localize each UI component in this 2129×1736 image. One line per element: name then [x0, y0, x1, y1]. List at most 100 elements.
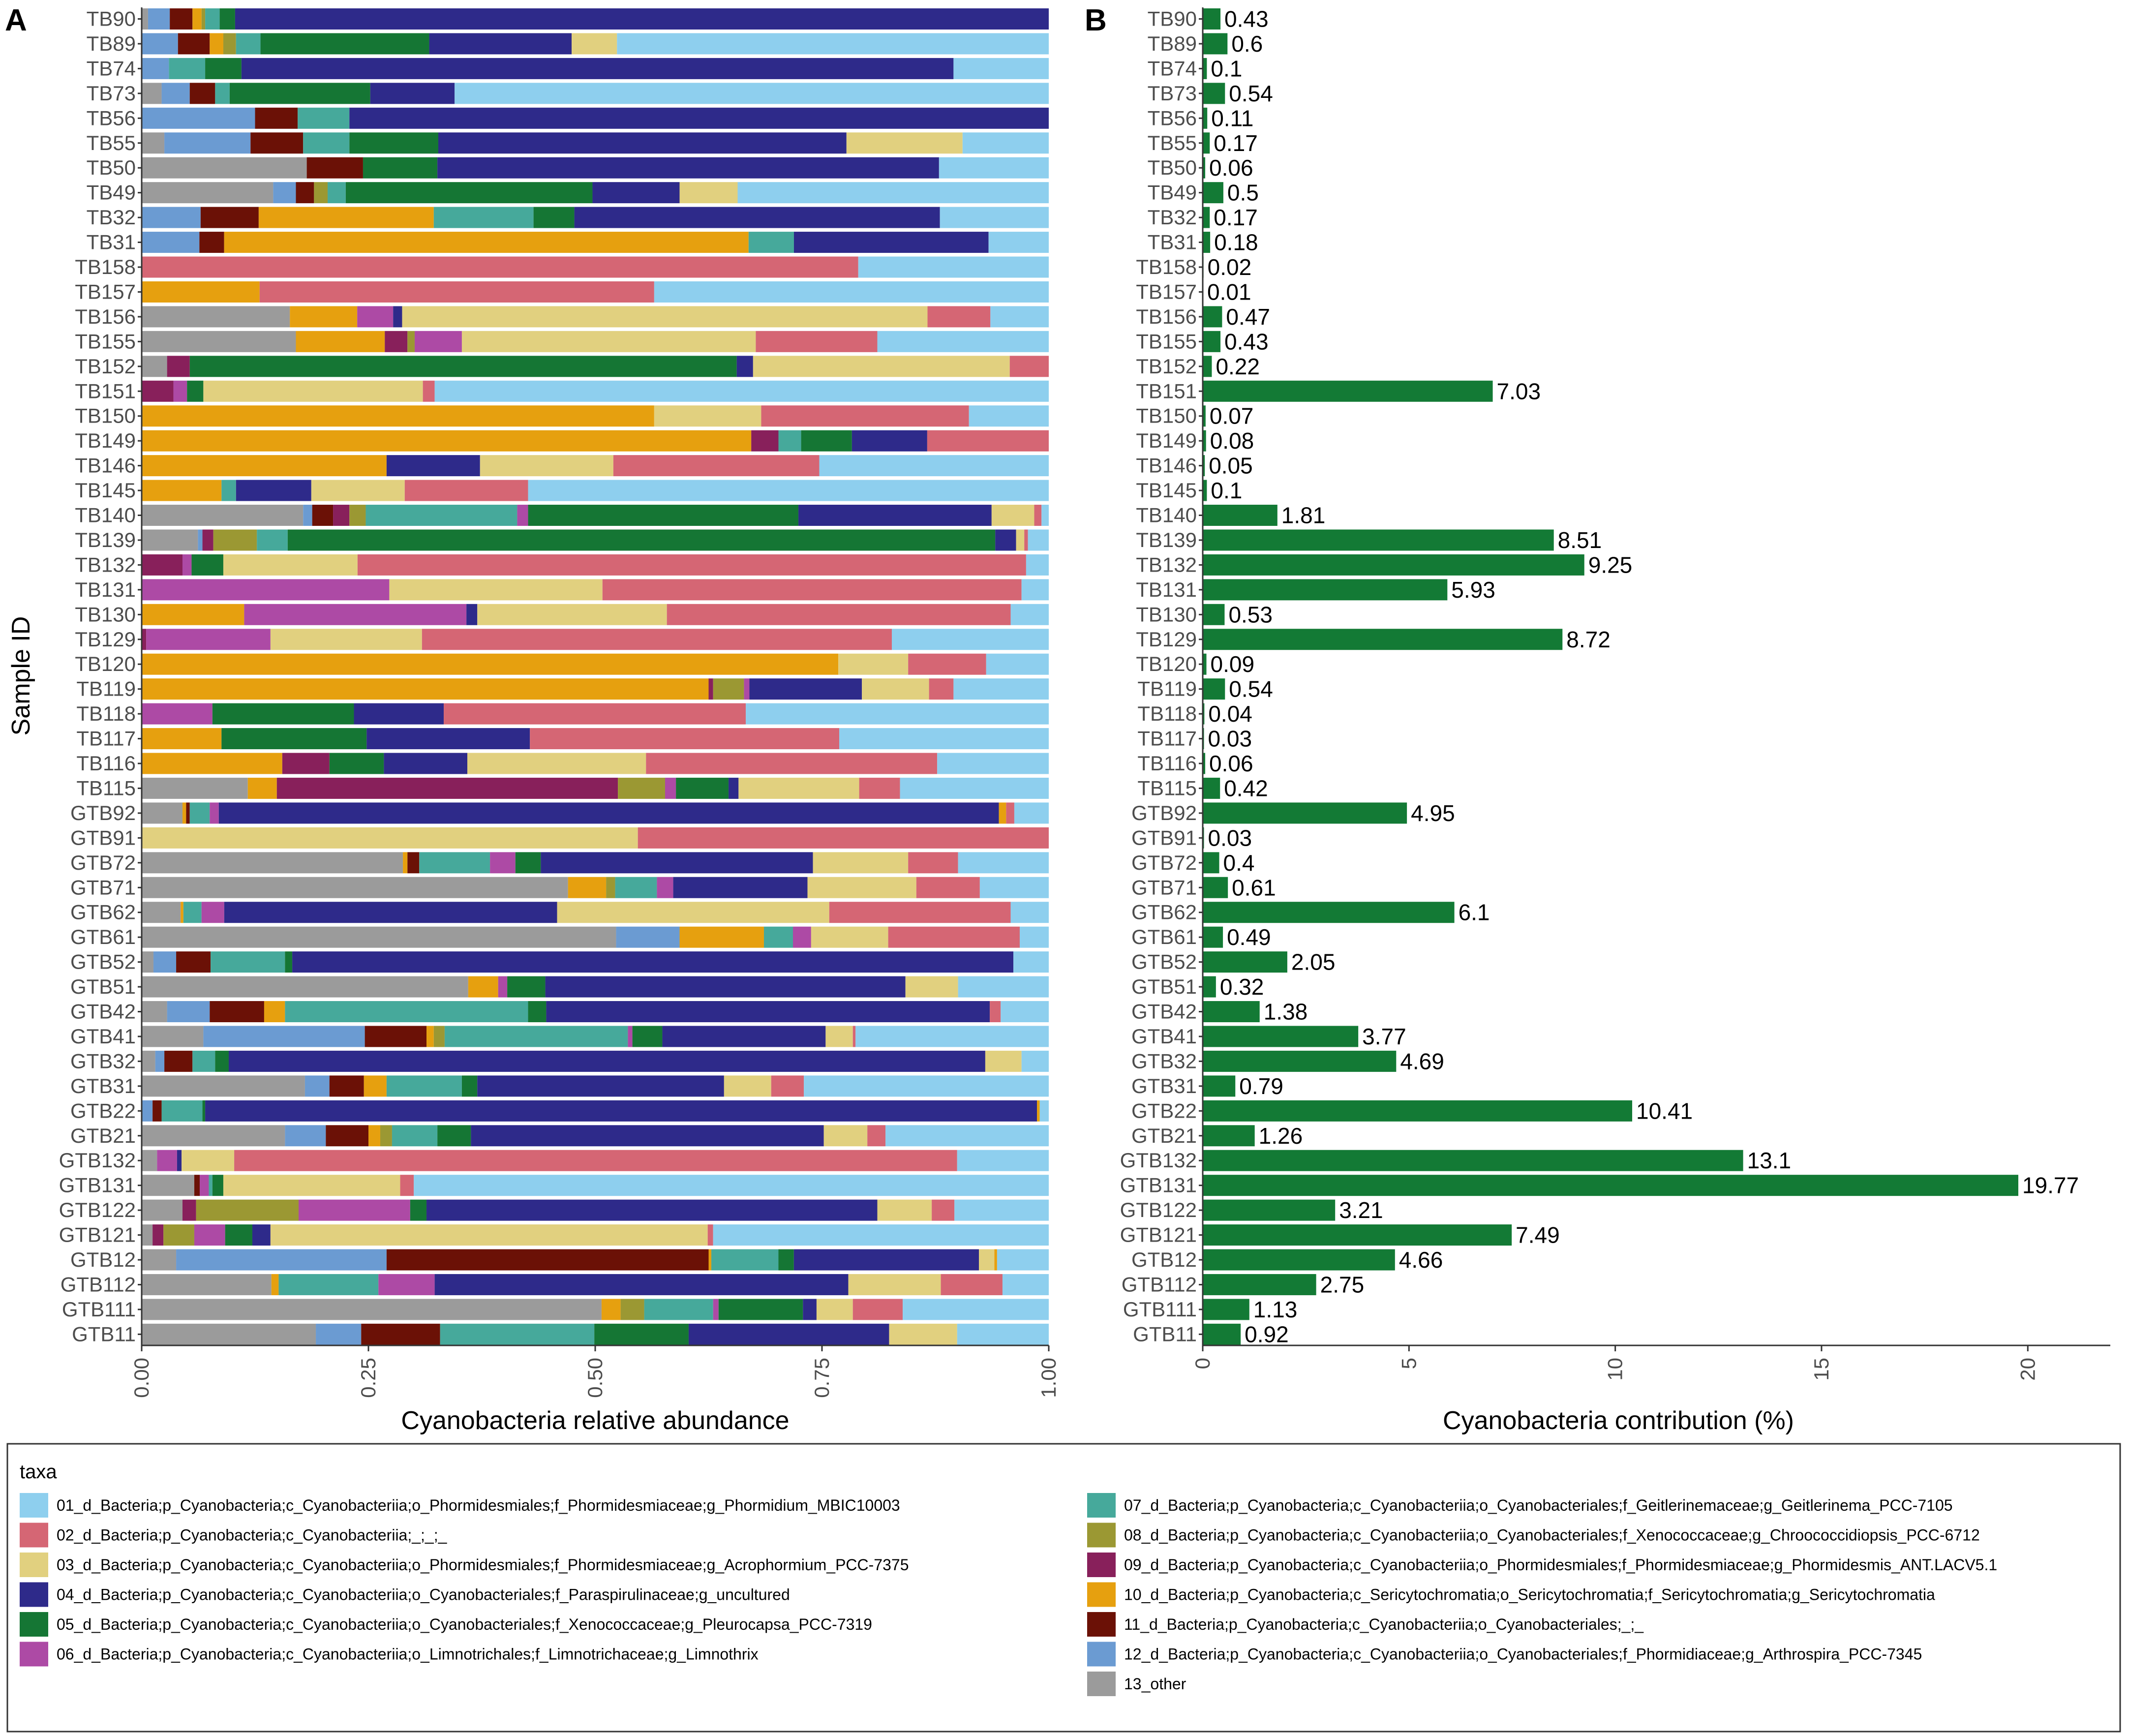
contribution-bar-TB74	[1203, 58, 1207, 79]
stacked-segment-TB139-09-2	[202, 529, 213, 551]
stacked-segment-GTB131-03-5	[223, 1175, 400, 1196]
stacked-segment-TB56-04-3	[349, 107, 1049, 129]
stacked-segment-TB149-07-2	[778, 430, 801, 452]
stacked-segment-GTB122-01-8	[954, 1199, 1049, 1221]
stacked-segment-GTB111-07-3	[644, 1299, 713, 1320]
contribution-bar-GTB11	[1203, 1323, 1241, 1345]
contribution-bar-TB151	[1203, 380, 1493, 402]
panel-b-y-tick-label: TB120	[1136, 652, 1197, 675]
value-label-TB156: 0.47	[1226, 304, 1270, 330]
legend-box	[6, 1443, 2121, 1733]
panel-b-y-tick-label: TB151	[1136, 379, 1197, 402]
stacked-segment-GTB61-12-1	[616, 926, 680, 948]
stacked-segment-GTB61-01-7	[1019, 926, 1049, 948]
stacked-segment-TB146-04-1	[386, 455, 480, 477]
stacked-segment-GTB61-07-3	[763, 926, 793, 948]
stacked-segment-TB151-02-4	[423, 380, 435, 402]
panel-a-y-tick-label: GTB22	[70, 1099, 136, 1122]
stacked-segment-TB90-10-3	[192, 8, 202, 30]
stacked-segment-TB156-13-0	[142, 306, 290, 328]
stacked-segment-GTB111-02-8	[852, 1299, 903, 1320]
panel-b-y-tick-label: TB156	[1136, 305, 1197, 328]
stacked-segment-TB49-11-2	[296, 182, 314, 204]
stacked-segment-GTB32-11-2	[164, 1050, 193, 1072]
panel-b-y-tick-label: TB119	[1137, 677, 1197, 700]
stacked-segment-GTB21-08-4	[380, 1125, 392, 1147]
stacked-segment-GTB22-04-4	[205, 1100, 1037, 1122]
value-label-TB31: 0.18	[1214, 230, 1258, 255]
contribution-bar-GTB41	[1203, 1026, 1359, 1047]
stacked-segment-GTB21-03-8	[823, 1125, 868, 1147]
stacked-segment-GTB32-03-6	[985, 1050, 1022, 1072]
stacked-segment-GTB92-06-4	[210, 802, 219, 824]
contribution-bar-GTB92	[1203, 802, 1407, 824]
panel-b-y-tick-label: GTB62	[1131, 901, 1197, 924]
stacked-segment-TB145-10-0	[142, 480, 222, 501]
stacked-segment-GTB122-09-1	[182, 1199, 196, 1221]
legend-swatch-10	[1087, 1582, 1116, 1607]
panel-b-y-tick-label: TB150	[1136, 404, 1197, 427]
stacked-segment-GTB92-07-3	[189, 802, 210, 824]
panel-a-y-tick-label: GTB12	[70, 1248, 136, 1271]
stacked-segment-TB55-07-3	[303, 132, 350, 154]
value-label-GTB51: 0.32	[1220, 974, 1264, 1000]
stacked-segment-TB156-10-1	[290, 306, 358, 328]
value-label-TB49: 0.5	[1227, 180, 1259, 206]
stacked-segment-GTB22-07-2	[161, 1100, 203, 1122]
stacked-segment-TB89-07-4	[236, 33, 261, 55]
stacked-segment-TB155-06-4	[415, 331, 462, 352]
panel-b-y-tick-label: TB131	[1136, 578, 1197, 601]
stacked-segment-TB152-04-3	[736, 356, 753, 377]
stacked-segment-GTB71-02-7	[916, 877, 980, 898]
value-label-TB150: 0.07	[1210, 403, 1254, 429]
stacked-segment-GTB91-02-1	[638, 827, 1049, 849]
value-label-TB130: 0.53	[1228, 602, 1273, 627]
contribution-bar-TB156	[1203, 306, 1222, 328]
stacked-segment-TB119-02-6	[929, 678, 954, 700]
panel-a-y-tick-label: TB156	[75, 305, 136, 328]
stacked-segment-TB140-08-4	[349, 505, 366, 526]
stacked-segment-TB151-09-0	[142, 380, 174, 402]
value-label-GTB42: 1.38	[1264, 999, 1308, 1025]
stacked-segment-GTB62-06-3	[201, 902, 224, 923]
contribution-bar-TB31	[1203, 232, 1211, 253]
stacked-segment-GTB111-13-0	[142, 1299, 602, 1320]
stacked-segment-TB32-12-0	[142, 207, 201, 228]
value-label-GTB91: 0.03	[1208, 825, 1252, 851]
stacked-segment-TB90-04-7	[235, 8, 1049, 30]
panel-b-y-tick-label: TB50	[1148, 156, 1197, 179]
value-label-TB151: 7.03	[1497, 378, 1541, 404]
panel-a-y-tick-label: TB130	[75, 603, 136, 626]
stacked-segment-GTB122-02-7	[932, 1199, 955, 1221]
stacked-segment-TB118-02-3	[444, 703, 746, 725]
stacked-segment-TB151-06-1	[173, 380, 187, 402]
stacked-segment-GTB112-03-5	[848, 1274, 941, 1295]
stacked-segment-TB50-01-4	[939, 157, 1049, 179]
panel-b-y-tick-label: TB158	[1136, 255, 1197, 278]
value-label-GTB31: 0.79	[1239, 1073, 1283, 1099]
contribution-bar-TB140	[1203, 505, 1277, 526]
stacked-segment-GTB131-13-0	[142, 1175, 194, 1196]
stacked-segment-TB156-06-2	[357, 306, 394, 328]
panel-a-y-axis-title: Sample ID	[7, 616, 35, 736]
stacked-segment-TB118-04-2	[354, 703, 444, 725]
panel-b-bars	[1203, 8, 2018, 1345]
panel-a-y-tick-label: GTB51	[70, 975, 136, 998]
stacked-segment-TB115-13-0	[142, 777, 248, 799]
stacked-segment-TB140-03-9	[991, 505, 1034, 526]
stacked-segment-GTB11-01-7	[957, 1323, 1049, 1345]
panel-a-y-tick-label: TB56	[87, 106, 136, 129]
stacked-segment-TB119-04-4	[749, 678, 862, 700]
stacked-segment-GTB71-08-2	[606, 877, 615, 898]
stacked-segment-GTB11-11-2	[361, 1323, 440, 1345]
stacked-segment-GTB11-03-6	[889, 1323, 957, 1345]
stacked-segment-TB56-12-0	[142, 107, 255, 129]
stacked-segment-TB145-03-3	[311, 480, 405, 501]
stacked-segment-TB130-10-0	[142, 604, 244, 625]
stacked-segment-TB119-03-5	[862, 678, 929, 700]
legend-label-09: 09_d_Bacteria;p_Cyanobacteria;c_Cyanobac…	[1124, 1556, 1997, 1574]
value-label-TB149: 0.08	[1210, 428, 1254, 454]
contribution-bar-TB131	[1203, 579, 1448, 601]
panel-b-y-tick-label: TB89	[1148, 32, 1197, 55]
stacked-segment-GTB72-05-5	[515, 852, 541, 874]
